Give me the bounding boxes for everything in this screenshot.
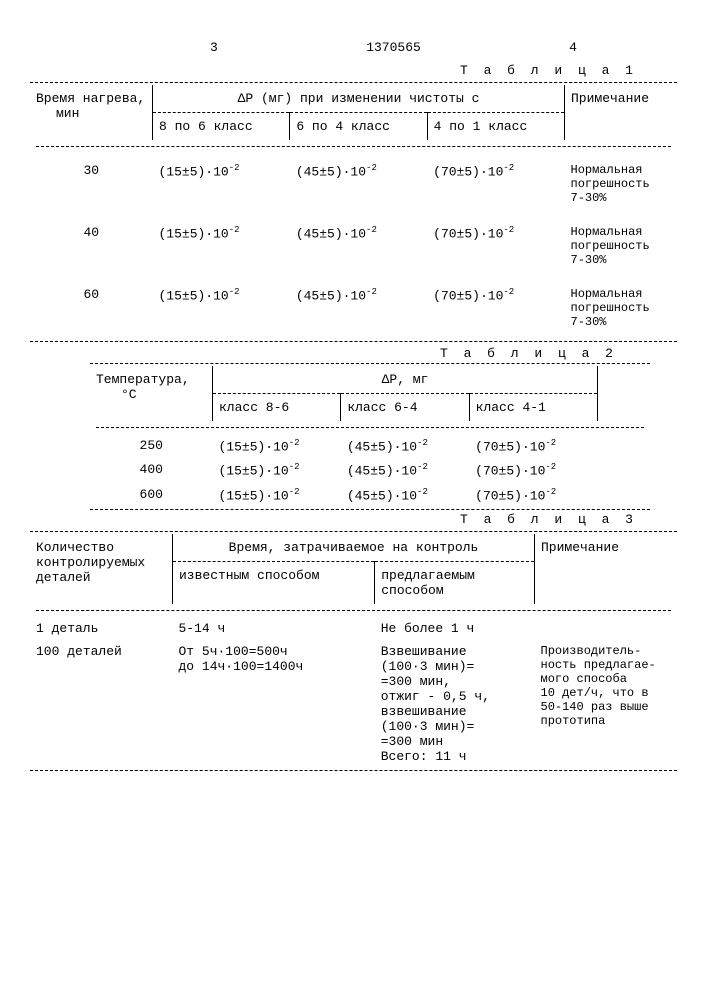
table-row: 1 деталь 5-14 ч Не более 1 ч: [30, 617, 677, 640]
table-row: 400 (15±5)·10-2 (45±5)·10-2 (70±5)·10-2: [90, 458, 650, 482]
cell: (15±5)·10-2: [153, 215, 290, 277]
divider: [30, 82, 677, 83]
table-row: 30 (15±5)·10-2 (45±5)·10-2 (70±5)·10-2 Н…: [30, 153, 677, 215]
divider: [90, 509, 650, 510]
doc-number: 1370565: [366, 40, 421, 55]
table1-label: Т а б л и ц а 1: [30, 63, 677, 78]
t3-sub1: известным способом: [173, 561, 375, 604]
cell: (15±5)·10-2: [213, 483, 341, 507]
t2-sub2: класс 6-4: [341, 394, 469, 422]
divider: [96, 427, 644, 428]
table3: Количество контролируемых деталей Время,…: [30, 534, 677, 768]
cell: (70±5)·10-2: [427, 153, 564, 215]
table-row: 250 (15±5)·10-2 (45±5)·10-2 (70±5)·10-2: [90, 434, 650, 458]
t1-sub1: 8 по 6 класс: [153, 113, 290, 141]
t1-col1-l2: мин: [36, 106, 79, 121]
table-row: 100 деталей От 5ч·100=500ч до 14ч·100=14…: [30, 640, 677, 768]
divider: [30, 531, 677, 532]
cell: (45±5)·10-2: [290, 277, 427, 339]
cell: (15±5)·10-2: [213, 434, 341, 458]
page-right: 4: [569, 40, 577, 55]
t3-col1-l3: деталей: [36, 570, 91, 585]
divider: [90, 363, 650, 364]
t3-sub2-l2: способом: [381, 583, 443, 598]
cell: Нормальная погрешность 7-30%: [565, 277, 678, 339]
t1-col2: ΔP (мг) при изменении чистоты с: [153, 85, 565, 113]
divider: [30, 770, 677, 771]
divider: [36, 610, 671, 611]
t2-col2: ΔP, мг: [213, 366, 598, 394]
cell: Производитель- ность предлагае- мого спо…: [535, 640, 678, 768]
table-row: 60 (15±5)·10-2 (45±5)·10-2 (70±5)·10-2 Н…: [30, 277, 677, 339]
cell: 400: [90, 458, 213, 482]
table-row: 40 (15±5)·10-2 (45±5)·10-2 (70±5)·10-2 Н…: [30, 215, 677, 277]
cell: (45±5)·10-2: [341, 483, 469, 507]
t3-col3: Примечание: [535, 534, 678, 604]
t2-sub3: класс 4-1: [469, 394, 597, 422]
t2-col1-l2: °C: [96, 387, 137, 402]
cell: (45±5)·10-2: [290, 153, 427, 215]
cell: (45±5)·10-2: [341, 458, 469, 482]
cell: 100 деталей: [30, 640, 173, 768]
cell: (45±5)·10-2: [341, 434, 469, 458]
cell: 40: [30, 215, 153, 277]
divider: [36, 146, 671, 147]
table-row: 600 (15±5)·10-2 (45±5)·10-2 (70±5)·10-2: [90, 483, 650, 507]
cell: 30: [30, 153, 153, 215]
table2-label: Т а б л и ц а 2: [30, 346, 617, 361]
cell: 5-14 ч: [173, 617, 375, 640]
table2: Температура, °C ΔP, мг класс 8-6 класс 6…: [90, 366, 650, 507]
cell: (15±5)·10-2: [213, 458, 341, 482]
t3-sub2-l1: предлагаемым: [381, 568, 475, 583]
t2-col1-l1: Температура,: [96, 372, 190, 387]
divider: [30, 341, 677, 342]
cell: (15±5)·10-2: [153, 277, 290, 339]
t3-col2: Время, затрачиваемое на контроль: [173, 534, 535, 562]
t3-col1-l2: контролируемых: [36, 555, 145, 570]
cell: Нормальная погрешность 7-30%: [565, 215, 678, 277]
cell: 600: [90, 483, 213, 507]
cell: 60: [30, 277, 153, 339]
cell: Нормальная погрешность 7-30%: [565, 153, 678, 215]
cell: (70±5)·10-2: [469, 434, 597, 458]
cell: 1 деталь: [30, 617, 173, 640]
page-left: 3: [210, 40, 218, 55]
t3-col1-l1: Количество: [36, 540, 114, 555]
page-header: 3 1370565 4: [30, 40, 677, 55]
table3-label: Т а б л и ц а 3: [30, 512, 677, 527]
cell: 250: [90, 434, 213, 458]
cell: (45±5)·10-2: [290, 215, 427, 277]
cell: (70±5)·10-2: [427, 215, 564, 277]
t1-sub2: 6 по 4 класс: [290, 113, 427, 141]
cell: [535, 617, 678, 640]
cell: Взвешивание (100·3 мин)= =300 мин, отжиг…: [375, 640, 535, 768]
cell: (15±5)·10-2: [153, 153, 290, 215]
cell: Не более 1 ч: [375, 617, 535, 640]
cell: (70±5)·10-2: [469, 458, 597, 482]
t1-col3: Примечание: [565, 85, 678, 140]
cell: От 5ч·100=500ч до 14ч·100=1400ч: [173, 640, 375, 768]
t1-col1-l1: Время нагрева,: [36, 91, 145, 106]
t1-sub3: 4 по 1 класс: [427, 113, 564, 141]
cell: (70±5)·10-2: [469, 483, 597, 507]
table1: Время нагрева, мин ΔP (мг) при изменении…: [30, 85, 677, 339]
cell: (70±5)·10-2: [427, 277, 564, 339]
t2-sub1: класс 8-6: [213, 394, 341, 422]
